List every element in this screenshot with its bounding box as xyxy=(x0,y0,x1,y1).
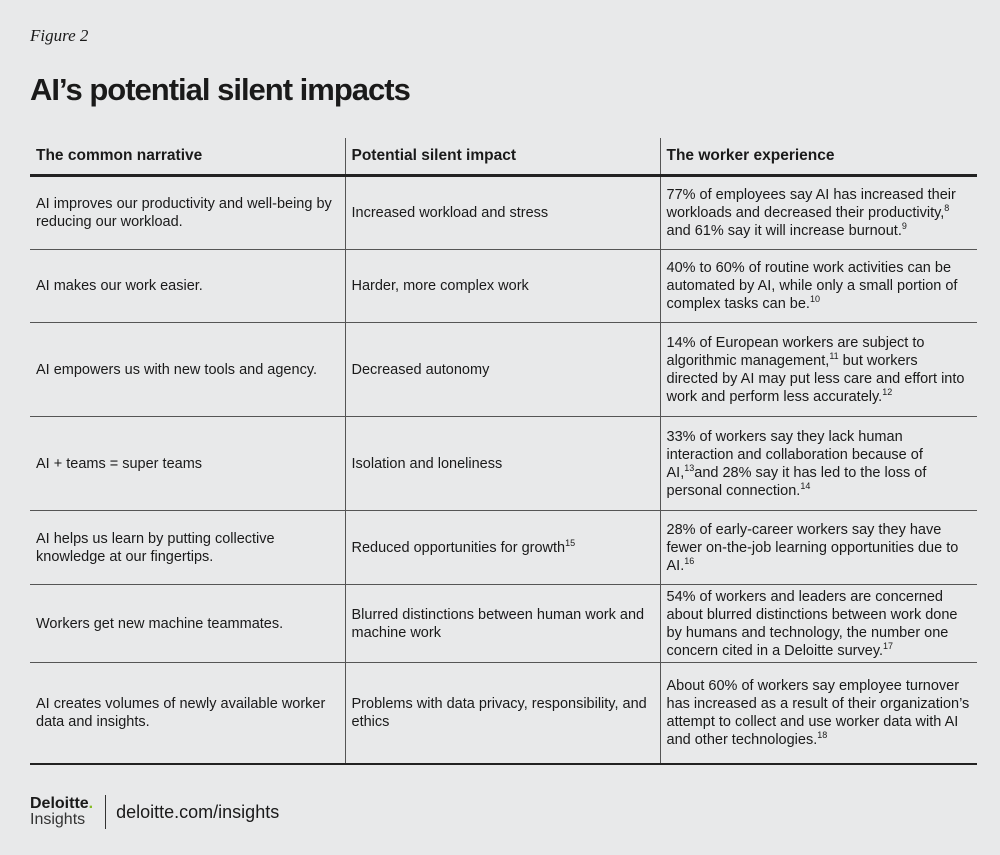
footer-url[interactable]: deloitte.com/insights xyxy=(116,801,280,822)
cell-text: 54% of workers and leaders are concerned… xyxy=(666,588,958,659)
table-row: AI creates volumes of newly available wo… xyxy=(30,662,977,765)
footnote-ref: 9 xyxy=(901,221,907,232)
cell-text: AI makes our work easier. xyxy=(36,278,203,294)
deloitte-insights-logo: Deloitte. Insights xyxy=(30,796,93,828)
cell-text: Blurred distinctions between human work … xyxy=(351,606,645,641)
table-row: Workers get new machine teammates. Blurre… xyxy=(30,584,977,663)
worker-experience-cell: About 60% of workers say employee turnov… xyxy=(659,662,977,765)
page-title: AI’s potential silent impacts xyxy=(30,72,411,107)
cell-text: 77% of employees say AI has increased th… xyxy=(666,187,956,221)
header-common-narrative: The common narrative xyxy=(30,138,345,177)
cell-text: AI empowers us with new tools and agency… xyxy=(36,361,318,378)
worker-experience-cell: 54% of workers and leaders are concerned… xyxy=(659,584,977,663)
cell-text: Harder, more complex work xyxy=(351,278,529,294)
silent-impact-cell: Increased workload and stress xyxy=(344,175,660,250)
narrative-cell: AI + teams = super teams xyxy=(30,416,345,511)
figure-label: Figure 2 xyxy=(30,26,89,45)
cell-text: AI improves our productivity and well-be… xyxy=(36,196,332,230)
cell-text: Problems with data privacy, responsibili… xyxy=(351,695,647,730)
logo-sub: Insights xyxy=(30,811,86,828)
footnote-ref: 8 xyxy=(944,203,950,214)
header-worker-experience: The worker experience xyxy=(659,138,977,177)
table-row: AI helps us learn by putting collective … xyxy=(30,510,977,585)
cell-text: About 60% of workers say employee turnov… xyxy=(666,677,970,748)
footnote-ref: 14 xyxy=(800,480,811,491)
footnote-ref: 11 xyxy=(829,350,839,361)
silent-impact-cell: Isolation and loneliness xyxy=(344,416,660,511)
silent-impact-cell: Reduced opportunities for growth15 xyxy=(344,510,660,585)
silent-impact-cell: Harder, more complex work xyxy=(344,249,660,323)
table-row: AI + teams = super teams Isolation and lo… xyxy=(30,416,977,511)
table-header-row: The common narrative Potential silent im… xyxy=(30,138,977,177)
logo-brand: Deloitte xyxy=(30,795,89,812)
cell-text: 28% of early-career workers say they hav… xyxy=(666,521,959,574)
narrative-cell: AI helps us learn by putting collective … xyxy=(30,510,345,585)
cell-text: but workers directed by AI may put less … xyxy=(666,352,965,405)
silent-impact-cell: Blurred distinctions between human work … xyxy=(344,584,660,663)
silent-impact-cell: Problems with data privacy, responsibili… xyxy=(344,662,660,765)
worker-experience-cell: 14% of European workers are subject to a… xyxy=(659,322,977,417)
narrative-cell: AI improves our productivity and well-be… xyxy=(30,175,345,250)
footnote-ref: 13 xyxy=(684,462,695,473)
cell-text: Decreased autonomy xyxy=(351,361,490,378)
footnote-ref: 16 xyxy=(684,555,695,566)
cell-text: Workers get new machine teammates. xyxy=(36,615,284,632)
worker-experience-cell: 28% of early-career workers say they hav… xyxy=(659,510,977,585)
header-silent-impact: Potential silent impact xyxy=(344,138,660,177)
cell-text: Increased workload and stress xyxy=(351,205,549,221)
footer: Deloitte. Insights deloitte.com/insights xyxy=(30,795,279,829)
narrative-cell: Workers get new machine teammates. xyxy=(30,584,345,663)
cell-text: Isolation and loneliness xyxy=(351,455,503,472)
cell-text: 40% to 60% of routine work activities ca… xyxy=(666,260,958,312)
cell-text: 33% of workers say they lack human inter… xyxy=(666,428,923,481)
worker-experience-cell: 33% of workers say they lack human inter… xyxy=(659,416,977,511)
silent-impact-cell: Decreased autonomy xyxy=(344,322,660,417)
cell-text: and 28% say it has led to the loss of pe… xyxy=(666,464,927,499)
narrative-cell: AI empowers us with new tools and agency… xyxy=(30,322,345,417)
logo-dot: . xyxy=(88,795,94,812)
cell-text: AI creates volumes of newly available wo… xyxy=(36,695,326,730)
cell-text: Reduced opportunities for growth xyxy=(351,539,566,556)
table-row: AI improves our productivity and well-be… xyxy=(30,175,977,250)
cell-text: 14% of European workers are subject to a… xyxy=(666,334,925,369)
cell-text: AI + teams = super teams xyxy=(36,455,203,472)
narrative-cell: AI makes our work easier. xyxy=(30,249,345,323)
narrative-cell: AI creates volumes of newly available wo… xyxy=(30,662,345,765)
footnote-ref: 10 xyxy=(809,294,820,305)
impacts-table: The common narrative Potential silent im… xyxy=(30,138,977,765)
footnote-ref: 12 xyxy=(882,386,893,397)
footnote-ref: 15 xyxy=(565,537,576,548)
cell-text: AI helps us learn by putting collective … xyxy=(36,530,275,565)
table-row: AI empowers us with new tools and agency… xyxy=(30,322,977,417)
worker-experience-cell: 77% of employees say AI has increased th… xyxy=(659,175,977,250)
footnote-ref: 17 xyxy=(883,640,894,651)
table-row: AI makes our work easier. Harder, more co… xyxy=(30,249,977,323)
footnote-ref: 18 xyxy=(817,729,828,740)
worker-experience-cell: 40% to 60% of routine work activities ca… xyxy=(659,249,977,323)
cell-text: and 61% say it will increase burnout. xyxy=(666,223,902,239)
footer-divider xyxy=(105,795,107,829)
